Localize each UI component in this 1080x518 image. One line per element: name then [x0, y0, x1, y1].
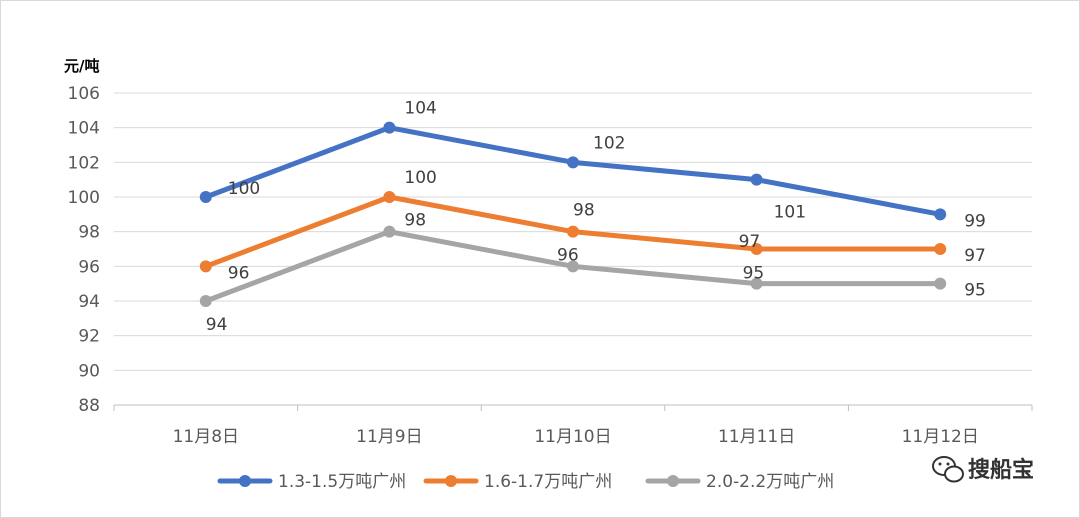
data-point	[750, 243, 763, 255]
y-tick-label: 92	[78, 327, 100, 347]
data-label: 96	[557, 245, 579, 265]
data-point	[934, 277, 947, 290]
data-labels: 100 104 102 101 99 96 100 98 97 97 94 98 96 95 95	[206, 99, 986, 335]
data-label: 97	[739, 232, 761, 252]
watermark: 100 大数跨境	[11, 482, 136, 510]
y-tick-label: 96	[78, 257, 100, 277]
legend-label: 1.6-1.7万吨广州	[484, 472, 612, 492]
legend-swatch-marker	[445, 475, 457, 487]
data-label: 100	[228, 179, 260, 199]
data-point	[199, 260, 212, 273]
data-point	[750, 277, 763, 290]
data-point	[199, 191, 212, 203]
data-point	[383, 121, 396, 134]
y-axis-title: 元/吨	[64, 57, 99, 75]
data-point	[750, 173, 763, 186]
data-label: 102	[593, 133, 625, 153]
watermark-logo-icon: 100	[11, 482, 52, 507]
x-tick-label: 11月11日	[718, 427, 795, 447]
data-label: 98	[573, 201, 595, 221]
data-label: 100	[404, 168, 436, 188]
gridlines: 88 90 92 94 96 98 100 102 104 106	[68, 84, 1032, 416]
data-point	[567, 260, 579, 273]
data-label: 104	[404, 99, 436, 119]
brand-text: 搜船宝	[968, 457, 1034, 483]
legend-label: 1.3-1.5万吨广州	[278, 472, 406, 492]
watermark-logo-text: 100	[27, 482, 52, 496]
data-label: 95	[743, 264, 765, 284]
data-label: 96	[228, 263, 250, 283]
x-tick-label: 11月12日	[902, 427, 979, 447]
brand: 搜船宝	[932, 456, 1034, 483]
series	[199, 121, 947, 307]
legend-label: 2.0-2.2万吨广州	[706, 472, 834, 492]
data-label: 94	[206, 315, 228, 335]
axes: 11月8日 11月9日 11月10日 11月11日 11月12日	[113, 404, 1033, 447]
y-tick-label: 94	[78, 292, 100, 312]
x-tick-label: 11月9日	[356, 427, 422, 447]
y-tick-label: 88	[78, 396, 100, 416]
y-tick-label: 104	[68, 119, 100, 139]
wechat-icon	[932, 456, 964, 483]
data-point	[567, 225, 579, 238]
x-tick-label: 11月10日	[534, 427, 611, 447]
y-tick-label: 90	[78, 361, 100, 381]
legend: 1.3-1.5万吨广州 1.6-1.7万吨广州 2.0-2.2万吨广州	[217, 472, 834, 492]
data-point	[383, 191, 396, 203]
data-label: 97	[964, 246, 986, 266]
data-point	[934, 208, 947, 221]
legend-swatch-marker	[667, 475, 679, 487]
y-tick-label: 100	[68, 188, 100, 208]
legend-swatch-marker	[239, 475, 251, 487]
data-label: 98	[404, 211, 426, 231]
x-tick-label: 11月8日	[173, 427, 239, 447]
data-point	[934, 243, 947, 255]
data-label: 101	[774, 203, 806, 223]
data-point	[383, 225, 396, 238]
data-label: 95	[964, 281, 986, 301]
data-point	[199, 295, 212, 307]
y-tick-label: 102	[68, 153, 100, 173]
watermark-text: 大数跨境	[56, 486, 136, 510]
data-label: 99	[964, 211, 986, 231]
y-tick-label: 98	[78, 223, 100, 243]
y-tick-label: 106	[68, 84, 100, 104]
data-point	[567, 156, 579, 169]
